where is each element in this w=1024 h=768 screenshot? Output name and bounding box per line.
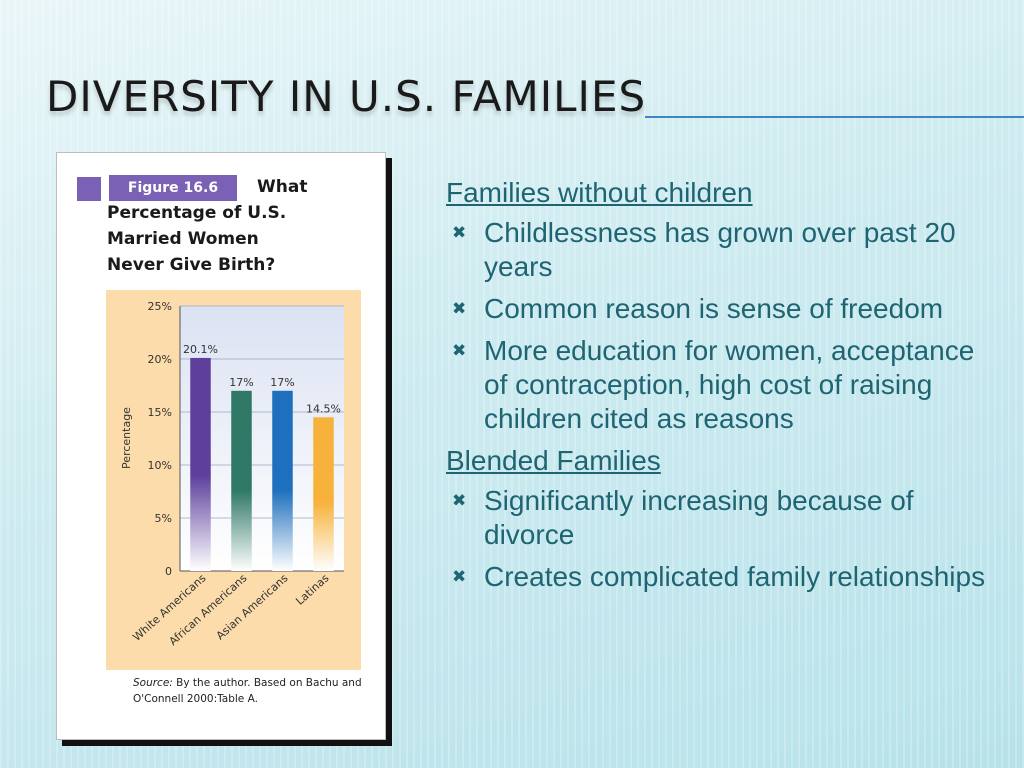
y-tick-label: 15% — [148, 406, 172, 419]
figure-card: Figure 16.6 What Percentage of U.S. Marr… — [56, 152, 386, 740]
cross-mark-icon: ✖ — [452, 341, 467, 360]
title-rule — [645, 116, 1024, 118]
section-heading: Blended Families — [446, 445, 661, 476]
bar-chart: 20.1% 17% 17% 14.5% 0 5% 10% 15% 20% 25% White A… — [120, 300, 344, 648]
bullet-text: Childlessness has grown over past 20 yea… — [484, 217, 956, 282]
bullet-item: ✖ Childlessness has grown over past 20 ye… — [446, 216, 996, 284]
content-column: Families without children ✖ Childlessness… — [446, 176, 1006, 602]
figure-source: Source: By the author. Based on Bachu an… — [133, 675, 373, 707]
category-label: White Americans — [130, 571, 208, 643]
bar-value-label: 14.5% — [306, 402, 341, 415]
section-heading: Families without children — [446, 177, 753, 208]
bar-value-label: 17% — [229, 376, 253, 389]
figure-title-line: Never Give Birth? — [107, 255, 276, 275]
source-tag: Source: — [133, 677, 173, 689]
figure-title-line: Married Women — [107, 229, 259, 249]
figure-title-line: What — [257, 177, 308, 197]
figure-label: Figure 16.6 — [109, 175, 237, 201]
category-label: Latinas — [293, 571, 331, 607]
y-tick-label: 20% — [148, 353, 172, 366]
y-tick-label: 25% — [148, 300, 172, 313]
bar — [313, 417, 334, 571]
y-tick-label: 0 — [165, 565, 172, 578]
y-tick-label: 5% — [155, 512, 172, 525]
bar — [231, 390, 252, 571]
bullet-item: ✖ Significantly increasing because of div… — [446, 484, 996, 552]
cross-mark-icon: ✖ — [452, 491, 467, 510]
source-text: By the author. Based on Bachu and O'Conn… — [133, 677, 362, 705]
bullet-item: ✖ Creates complicated family relationship… — [446, 560, 996, 594]
bullet-text: More education for women, acceptance of … — [484, 335, 975, 434]
bar-value-label: 20.1% — [183, 343, 218, 356]
chart-panel: 20.1% 17% 17% 14.5% 0 5% 10% 15% 20% 25% White A… — [106, 290, 361, 670]
y-axis-label: Percentage — [120, 407, 133, 469]
bullet-item: ✖ More education for women, acceptance of… — [446, 334, 996, 436]
bullet-item: ✖ Common reason is sense of freedom — [446, 292, 996, 326]
cross-mark-icon: ✖ — [452, 299, 467, 318]
y-tick-label: 10% — [148, 459, 172, 472]
category-label: African Americans — [167, 571, 250, 648]
bullet-list: ✖ Significantly increasing because of div… — [446, 484, 1006, 594]
bullet-list: ✖ Childlessness has grown over past 20 ye… — [446, 216, 1006, 436]
category-label: Asian Americans — [214, 571, 291, 642]
bullet-text: Creates complicated family relationships — [484, 561, 986, 592]
bullet-text: Common reason is sense of freedom — [484, 293, 944, 324]
cross-mark-icon: ✖ — [452, 567, 467, 586]
bar-value-label: 17% — [270, 376, 294, 389]
bar — [272, 390, 293, 571]
figure-title-line: Percentage of U.S. — [107, 203, 287, 223]
figure-swatch — [77, 177, 101, 201]
cross-mark-icon: ✖ — [452, 223, 467, 242]
slide-title: Diversity in U.S. Families — [46, 72, 647, 121]
bullet-text: Significantly increasing because of divo… — [484, 485, 914, 550]
bar — [190, 357, 211, 571]
